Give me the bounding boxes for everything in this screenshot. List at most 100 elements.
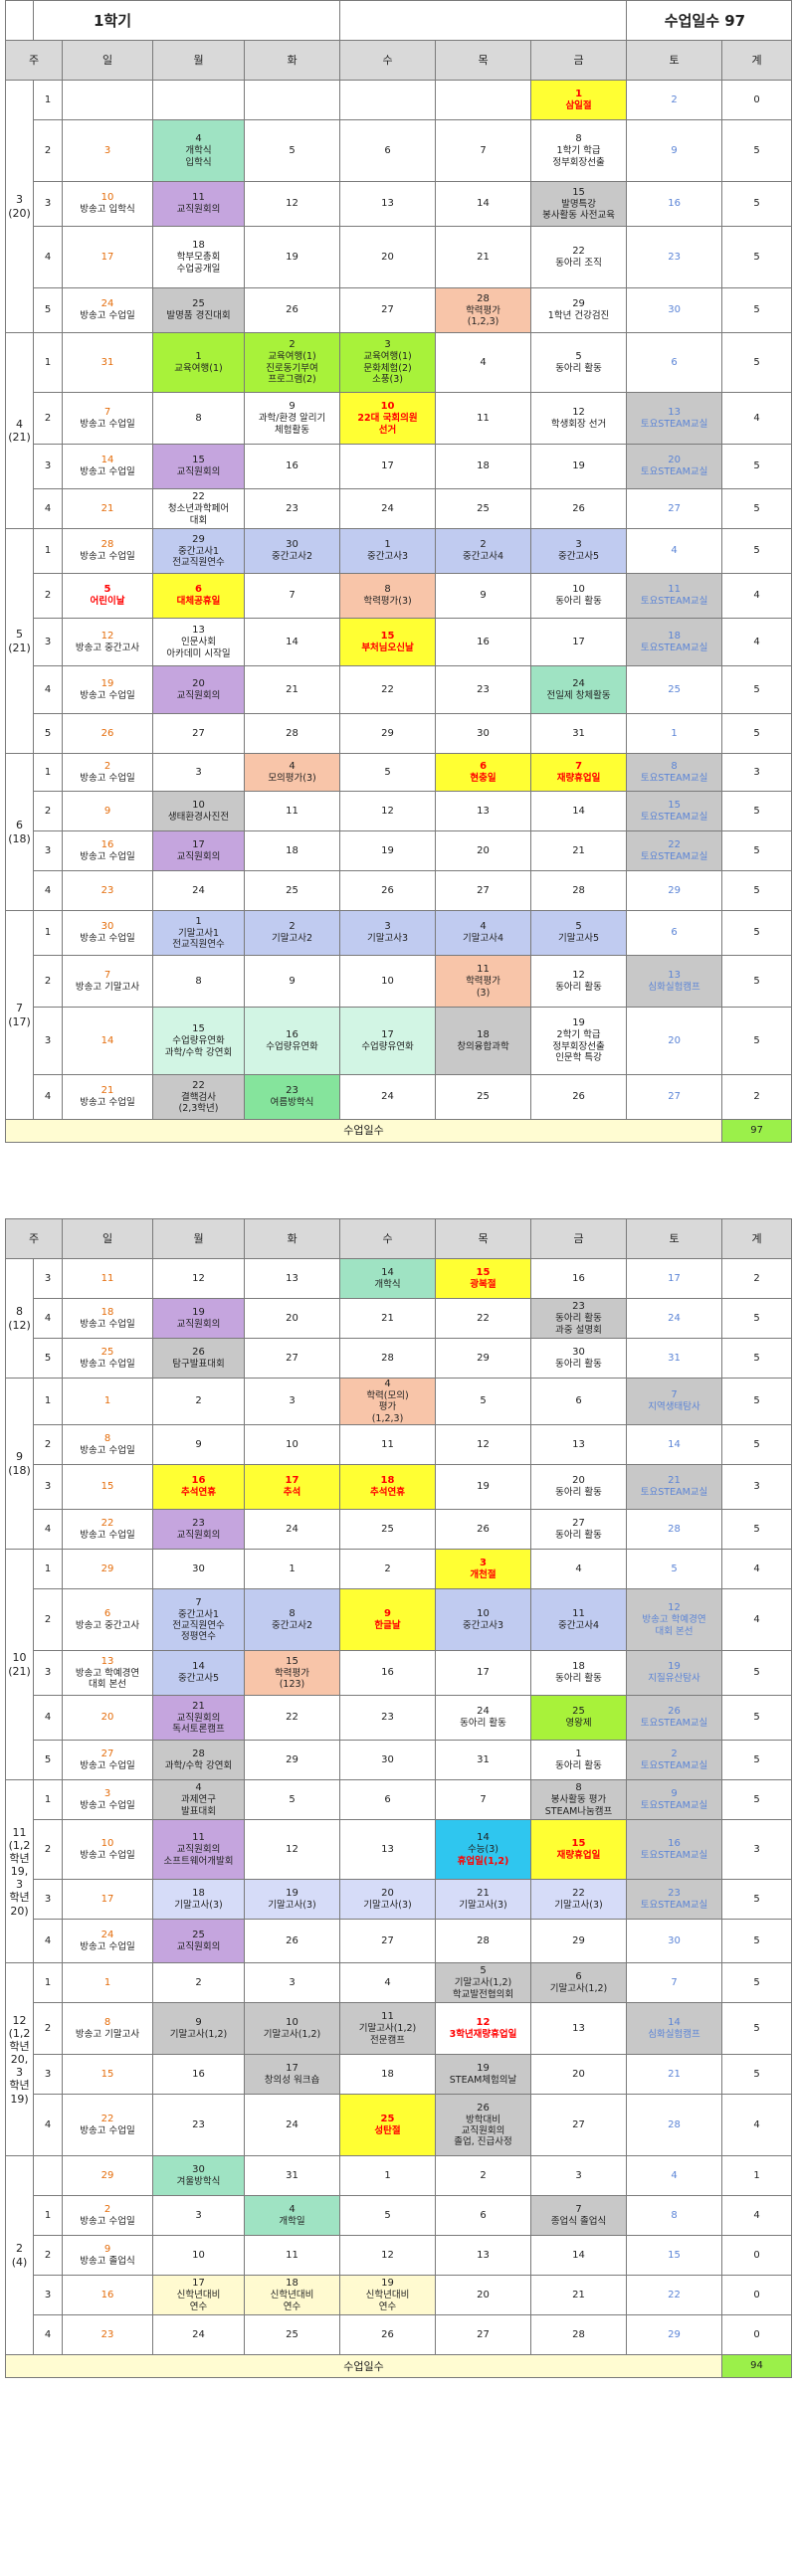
day-cell-thu: 20 [435, 830, 532, 871]
day-cell-fri: 5 기말고사5 [530, 910, 628, 956]
day-cell-fri: 21 [530, 2275, 627, 2316]
month-days: (17) [8, 1014, 31, 1028]
day-number: 6 [195, 584, 202, 596]
event-label: (1,2,3) [371, 1412, 404, 1424]
day-cell-wed: 5 [339, 2195, 436, 2237]
day-cell-mon: 19 교직원회의 [152, 1298, 245, 1339]
day-cell-fri: 31 [530, 713, 628, 754]
day-cell-fri: 7 재량휴업일 [530, 753, 628, 792]
day-cell-sun: 9 방송고 졸업식 [62, 2235, 153, 2277]
week-row: 3 13 방송고 학예경연 대회 본선 14 중간고사5 15 학력평가 (123) 16 17 18… [6, 1650, 792, 1697]
week-row: 3 15 16 17 창의성 워크숍 18 19 STEAM체험의날 20 21 5 [6, 2054, 792, 2096]
event-label: (1,2,3) [467, 316, 499, 327]
day-cell-thu: 28 학력평가 (1,2,3) [435, 287, 532, 333]
day-cell-sat: 21 [626, 2054, 722, 2096]
day-number: 4 [195, 1782, 202, 1794]
day-cell-tue: 19 기말고사(3) [244, 1879, 340, 1921]
week-total: 5 [721, 287, 793, 333]
day-number: 7 [575, 2203, 582, 2215]
day-cell-mon: 27 [152, 713, 245, 754]
day-cell-sun: 25 방송고 수업일 [62, 1338, 153, 1379]
day-number: 27 [572, 2118, 585, 2130]
day-cell-mon: 23 [152, 2094, 245, 2157]
event-label: 대회 본선 [89, 1679, 126, 1691]
day-number: 27 [477, 2328, 490, 2340]
day-number: 28 [381, 1352, 394, 1364]
week-number: 4 [33, 1509, 63, 1551]
day-cell-tue: 17 창의성 워크숍 [244, 2054, 340, 2096]
day-number: 2 [195, 1395, 202, 1407]
day-number: 20 [381, 1887, 394, 1899]
event-label: 진로동기부여 [266, 362, 318, 374]
week-row: 5 26 27 28 29 30 31 1 5 [6, 713, 793, 754]
day-cell-mon: 15 수업량유연화 과학/수학 강연회 [152, 1007, 245, 1075]
day-number: 16 [477, 636, 490, 647]
event-label: 수업량유연화 [361, 1040, 414, 1052]
day-cell-tue: 11 [243, 791, 341, 831]
event-label: 광복절 [470, 1278, 497, 1290]
week-number: 4 [33, 1298, 63, 1339]
day-number: 15 [572, 186, 585, 198]
day-number: 24 [286, 1523, 298, 1535]
day-cell-thu: 20 [435, 2275, 531, 2316]
event-label: 기말고사(3) [268, 1899, 316, 1911]
day-cell-tue: 10 [244, 1424, 340, 1466]
month-days: (18) [8, 1463, 31, 1477]
week-row: 2 3 4 개학식 입학식 5 6 7 8 1학기 학급 정부회장선출 9 5 [6, 119, 793, 182]
event-label: 중간고사1 [177, 1608, 219, 1620]
day-cell-mon: 24 [152, 2314, 245, 2356]
day-cell-wed: 25 성탄절 [339, 2094, 436, 2157]
day-number: 2 [480, 539, 487, 551]
day-cell-fri: 26 [530, 1074, 628, 1120]
week-row: 2 7 방송고 수업일 8 9 과학/환경 알리기 체험활동 10 22대 국회의원 선거 11 12… [6, 392, 793, 445]
day-number: 28 [286, 727, 298, 739]
week-number: 3 [33, 1650, 63, 1697]
day-number: 11 [477, 964, 490, 976]
event-label: 전문캠프 [370, 2034, 405, 2046]
day-number: 30 [668, 304, 681, 315]
day-cell-wed: 20 기말고사(3) [339, 1879, 436, 1921]
day-number: 2 [671, 1748, 678, 1759]
week-row: 4 20 21 교직원회의 독서토론캠프 22 23 24 동아리 활동 25 영왕제 26 토요STE… [6, 1695, 792, 1742]
day-cell-tue: 29 [244, 1740, 340, 1781]
day-number: 13 [100, 1655, 114, 1667]
event-label: 개천절 [470, 1568, 497, 1580]
day-number: 1 [103, 1976, 111, 1988]
day-number: 8 [384, 584, 391, 596]
event-label: 한글날 [374, 1619, 401, 1631]
col-header-5: 목 [435, 40, 532, 81]
day-cell-thu: 13 [435, 791, 532, 831]
day-number: 20 [668, 455, 681, 466]
day-number: 24 [192, 2328, 205, 2340]
week-number: 2 [33, 573, 63, 619]
week-number: 5 [33, 713, 63, 754]
week-number: 4 [33, 226, 63, 288]
event-label: 방송고 학예경연 [642, 1614, 706, 1626]
day-number: 23 [192, 2118, 205, 2130]
day-cell-wed [339, 80, 437, 120]
week-total: 0 [721, 80, 793, 120]
day-number: 14 [381, 1266, 394, 1278]
day-cell-sat: 2 [626, 80, 723, 120]
day-number: 7 [195, 1596, 202, 1608]
day-number: 29 [572, 1934, 585, 1946]
day-number: 30 [381, 1753, 394, 1765]
week-total: 0 [721, 2275, 792, 2316]
day-cell-sat: 29 [626, 2314, 722, 2356]
week-number: 4 [33, 870, 63, 911]
day-number: 18 [192, 240, 205, 252]
event-label: 연수 [189, 2300, 208, 2312]
day-number: 5 [575, 921, 582, 933]
event-label: 과학/수학 강연회 [164, 1759, 233, 1771]
day-cell-sun: 22 방송고 수업일 [62, 2094, 153, 2157]
day-cell-fri: 20 [530, 2054, 627, 2096]
day-number: 20 [381, 251, 394, 263]
day-cell-thu: 11 학력평가 (3) [435, 955, 532, 1008]
day-number: 21 [286, 683, 298, 695]
day-cell-fri: 27 [530, 2094, 627, 2157]
week-row: 5 27 방송고 수업일 28 과학/수학 강연회 29 30 31 1 동아리 활동 2 토요STE… [6, 1740, 792, 1781]
day-number: 26 [192, 1346, 205, 1358]
day-number: 31 [100, 356, 114, 368]
event-label: STEAM나눔캠프 [544, 1805, 613, 1817]
event-label: 토요STEAM교실 [640, 850, 708, 862]
